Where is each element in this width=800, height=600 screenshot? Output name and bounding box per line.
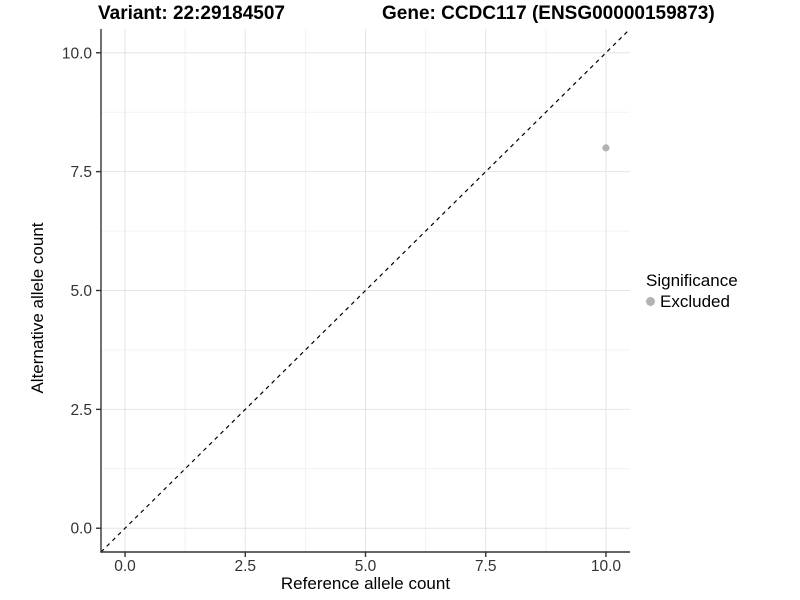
x-axis-title: Reference allele count xyxy=(280,574,451,593)
identity-dashed-line xyxy=(100,28,631,553)
y-tick-label: 5.0 xyxy=(70,283,92,300)
plot-title-variant: Variant: 22:29184507 xyxy=(98,3,285,24)
data-point xyxy=(602,144,610,152)
x-tick-label: 2.5 xyxy=(234,558,256,575)
y-tick-label: 0.0 xyxy=(70,521,92,538)
plot-title-gene: Gene: CCDC117 (ENSG00000159873) xyxy=(382,3,715,24)
legend-item-label: Excluded xyxy=(660,292,730,311)
y-tick-label: 7.5 xyxy=(70,164,92,181)
x-tick-label: 5.0 xyxy=(355,558,377,575)
x-tick-label: 7.5 xyxy=(475,558,497,575)
y-axis-title: Alternative allele count xyxy=(28,222,47,394)
legend-title: Significance xyxy=(646,271,738,290)
x-tick-label: 0.0 xyxy=(114,558,136,575)
y-tick-label: 10.0 xyxy=(62,45,93,62)
y-tick-label: 2.5 xyxy=(70,402,92,419)
legend-item-excluded: Excluded xyxy=(646,292,738,311)
x-tick-label: 10.0 xyxy=(591,558,622,575)
legend-point-icon xyxy=(646,297,655,306)
legend: Significance Excluded xyxy=(646,271,738,311)
